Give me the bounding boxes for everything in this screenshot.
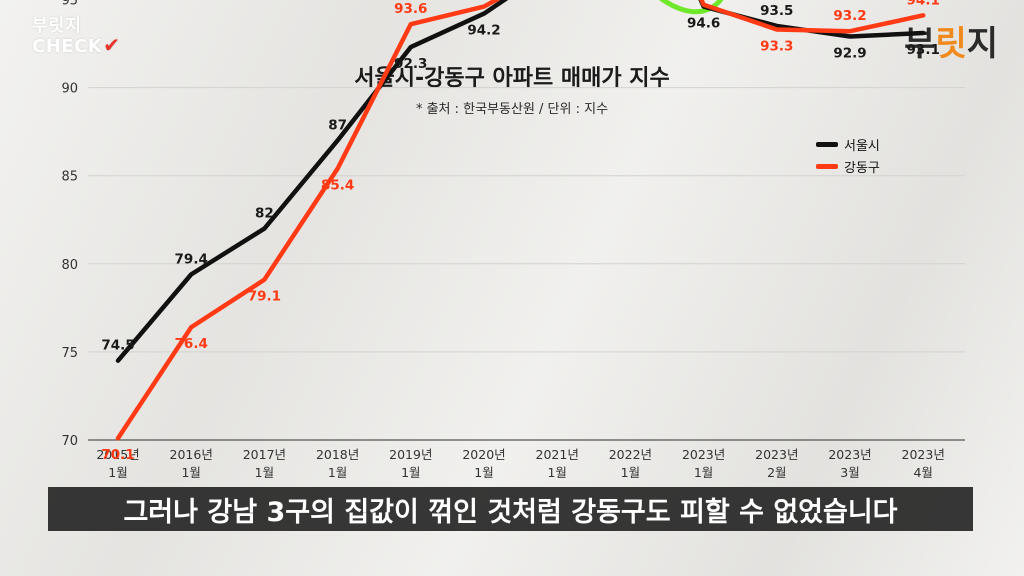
brand-logo-top-right: 부릿지 [904, 16, 998, 65]
legend-label-gangdong: 강동구 [844, 160, 880, 176]
x-tick-label-month: 1월 [474, 465, 493, 480]
data-label-gangdong: 94.1 [907, 0, 940, 8]
brand-logo-accent: 릿 [935, 24, 967, 64]
x-tick-label-month: 3월 [840, 465, 859, 480]
legend-item-seoul: 서울시 [816, 133, 880, 155]
x-tick-label-year: 2023년 [902, 447, 945, 462]
chart-highlight [601, 0, 733, 15]
series-line-gangdong [115, 0, 926, 441]
data-label-gangdong: 79.1 [248, 289, 281, 305]
y-tick-label: 70 [61, 434, 78, 449]
data-label-gangdong: 85.4 [321, 178, 354, 194]
x-tick-label-year: 2023년 [828, 447, 871, 462]
data-label-seoul: 82 [255, 206, 274, 222]
x-tick-label-month: 1월 [328, 465, 347, 480]
chart-title: 서울시-강동구 아파트 매매가 지수 [354, 66, 670, 91]
x-tick-label-month: 1월 [401, 465, 420, 480]
x-tick-label-month: 1월 [694, 465, 713, 480]
data-label-seoul: 94.6 [687, 16, 720, 32]
legend-label-seoul: 서울시 [844, 138, 880, 154]
y-tick-label: 85 [61, 170, 78, 185]
data-label-gangdong: 93.6 [394, 1, 427, 17]
legend-item-gangdong: 강동구 [816, 155, 880, 177]
y-tick-label: 80 [61, 258, 78, 273]
data-label-gangdong: 93.3 [760, 38, 793, 54]
data-label-seoul: 94.2 [467, 23, 500, 39]
data-label-seoul: 92.9 [833, 46, 866, 62]
data-label-seoul: 74.5 [101, 338, 134, 354]
brand-logo-part3: 지 [966, 24, 998, 64]
data-label-seoul: 93.1 [907, 42, 940, 58]
chart-axes: 1051009590858075702015년1월2016년1월2017년1월2… [61, 0, 965, 480]
x-tick-label-month: 4월 [913, 465, 932, 480]
brand-logo-part1: 부 [904, 24, 936, 64]
chart-grid [88, 87, 965, 353]
brand-check-text: CHECK [32, 36, 103, 57]
x-tick-label-year: 2017년 [243, 447, 286, 462]
brand-logo-name: 부릿지 [32, 16, 82, 36]
x-tick-label-year: 2020년 [462, 447, 505, 462]
data-label-seoul: 79.4 [175, 251, 208, 267]
chart-source-note: * 출처 : 한국부동산원 / 단위 : 지수 [415, 102, 609, 117]
x-tick-label-month: 1월 [255, 465, 274, 480]
x-tick-label-month: 1월 [108, 465, 127, 480]
series-line-seoul [115, 0, 926, 363]
y-tick-label: 75 [61, 346, 78, 361]
legend-swatch-gangdong [816, 163, 838, 169]
data-label-seoul: 92.3 [394, 56, 427, 72]
x-tick-label-month: 1월 [621, 465, 640, 480]
x-tick-label-month: 1월 [181, 465, 200, 480]
y-tick-label: 95 [61, 0, 78, 9]
x-tick-label-month: 2월 [767, 465, 786, 480]
y-tick-label: 90 [61, 82, 78, 97]
chart-series [115, 0, 926, 441]
highlight-ellipse [601, 0, 733, 15]
x-tick-label-year: 2018년 [316, 447, 359, 462]
chart-legend: 서울시 강동구 [816, 133, 880, 177]
x-tick-label-year: 2023년 [755, 447, 798, 462]
x-tick-label-year: 2016년 [170, 447, 213, 462]
x-tick-label-year: 2022년 [609, 447, 652, 462]
video-caption: 그러나 강남 3구의 집값이 꺾인 것처럼 강동구도 피할 수 없었습니다 [48, 487, 973, 531]
brand-logo-top-left: 부릿지 CHECK✔ [32, 18, 121, 56]
data-label-gangdong: 93.2 [833, 8, 866, 24]
x-tick-label-year: 2019년 [389, 447, 432, 462]
checkmark-icon: ✔ [103, 33, 121, 57]
x-tick-label-year: 2015년 [96, 447, 139, 462]
chart-data-labels: 74.579.4828792.394.297104.394.693.592.99… [101, 0, 940, 463]
data-label-seoul: 93.5 [760, 3, 793, 19]
brand-logo-check: CHECK✔ [32, 35, 121, 56]
x-tick-label-year: 2021년 [536, 447, 579, 462]
x-tick-label-month: 1월 [547, 465, 566, 480]
x-tick-label-year: 2023년 [682, 447, 725, 462]
data-label-gangdong: 70.1 [101, 447, 134, 463]
legend-swatch-seoul [816, 141, 838, 147]
data-label-gangdong: 76.4 [175, 336, 208, 352]
data-label-seoul: 87 [328, 117, 347, 133]
